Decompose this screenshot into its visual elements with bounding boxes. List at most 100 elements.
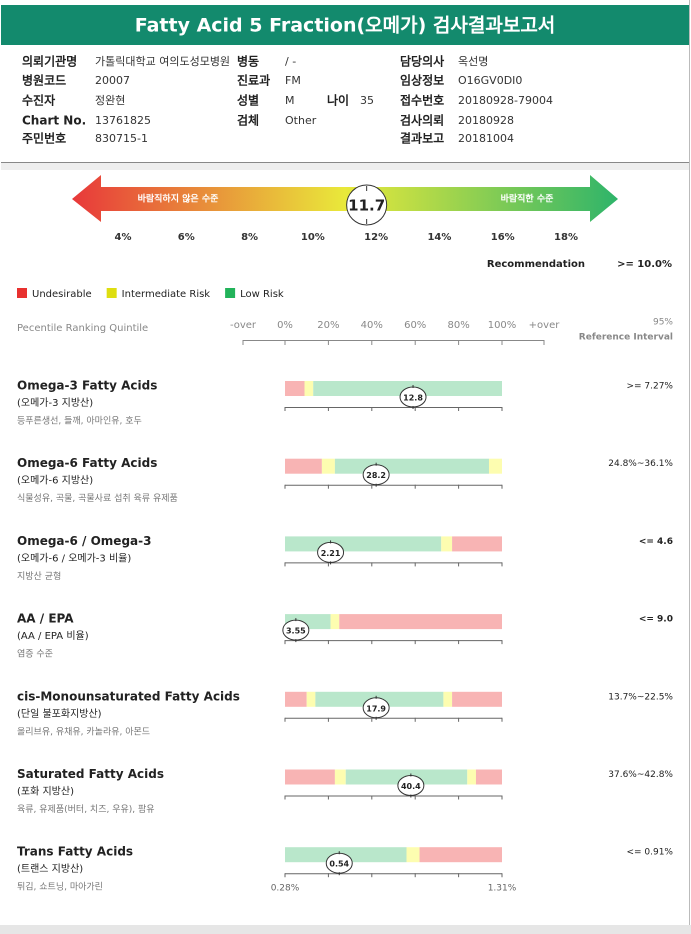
recommendation-value: >= 10.0%	[617, 259, 672, 270]
ranking-title: Pecentile Ranking Quintile	[17, 323, 148, 334]
range-segment	[452, 691, 502, 707]
row-name: Omega-3 Fatty Acids	[17, 379, 157, 393]
row-subtitle: (오메가-6 / 오메가-3 비율)	[17, 552, 131, 564]
gauge-tick-label: 14%	[427, 232, 451, 243]
info-label: 병동	[237, 54, 259, 69]
gauge-right-label: 바람직한 수준	[501, 193, 554, 205]
range-segment	[306, 691, 316, 707]
gauge-tick-label: 18%	[554, 232, 578, 243]
range-segment	[334, 769, 346, 785]
info-label: Chart No.	[22, 114, 86, 128]
info-value: 가톨릭대학교 여의도성모병원	[95, 55, 230, 68]
row-name: cis-Monounsaturated Fatty Acids	[17, 689, 240, 703]
report-title: Fatty Acid 5 Fraction(오메가) 검사결과보고서	[135, 15, 556, 37]
legend-label: Undesirable	[32, 289, 92, 300]
info-label: 임상정보	[400, 73, 444, 88]
range-segment	[475, 769, 502, 785]
value-label: 3.55	[286, 627, 306, 636]
row-subtitle: (트랜스 지방산)	[17, 863, 83, 875]
gauge-left-label: 바람직하지 않은 수준	[138, 193, 219, 205]
gauge-tick-label: 16%	[491, 232, 515, 243]
row-foods: 튀김, 쇼트닝, 마아가린	[17, 881, 103, 893]
info-value: 20180928	[458, 114, 514, 127]
info-label: 성별	[237, 93, 259, 108]
legend-label: Low Risk	[240, 289, 284, 300]
reference-interval: 37.6%~42.8%	[608, 770, 673, 780]
info-value: 20007	[95, 74, 130, 87]
under-label: -over	[230, 320, 257, 331]
range-segment	[443, 691, 453, 707]
info-label: 검체	[237, 113, 259, 128]
legend-swatch	[106, 288, 117, 298]
range-segment	[406, 847, 420, 863]
info-value: M	[285, 94, 295, 107]
gauge-value: 11.7	[348, 197, 385, 215]
info-value: Other	[285, 114, 317, 127]
over-label: +over	[529, 320, 561, 331]
row-foods: 등푸른생선, 들깨, 아마인유, 호두	[17, 415, 142, 427]
value-label: 17.9	[366, 704, 386, 713]
range-segment	[285, 536, 442, 552]
info-value: 20181004	[458, 132, 514, 145]
info-label: 나이	[327, 93, 349, 108]
reference-interval: <= 0.91%	[626, 848, 673, 858]
legend-swatch	[225, 288, 236, 298]
row-foods: 식물성유, 곡물, 곡물사료 섭취 육류 유제품	[17, 493, 178, 504]
range-segment	[285, 458, 322, 474]
range-segment	[441, 536, 453, 552]
range-segment	[285, 691, 307, 707]
range-segment	[488, 458, 502, 474]
value-label: 12.8	[403, 394, 423, 403]
info-label: 결과보고	[400, 131, 444, 146]
reference-header: Reference Interval	[579, 333, 673, 343]
info-label: 진료과	[237, 73, 270, 88]
info-value: FM	[285, 74, 301, 87]
range-segment	[304, 381, 314, 396]
row-name: AA / EPA	[17, 612, 74, 626]
info-value: 20180928-79004	[458, 94, 553, 107]
info-value: 830715-1	[95, 132, 148, 145]
header-bar	[1, 5, 689, 45]
reference-interval: >= 7.27%	[626, 382, 673, 392]
gauge-tick-label: 10%	[301, 232, 325, 243]
row-subtitle: (AA / EPA 비율)	[17, 630, 89, 642]
range-segment	[452, 536, 502, 552]
footer-bar	[0, 925, 691, 934]
info-value: / -	[285, 55, 296, 68]
ranking-tick-label: 100%	[488, 320, 517, 331]
info-divider	[1, 162, 689, 170]
gauge-arrow	[72, 175, 618, 222]
row-foods: 염증 수준	[17, 649, 53, 660]
info-label: 담당의사	[400, 54, 444, 69]
value-label: 28.2	[366, 471, 386, 480]
reference-interval: <= 9.0	[639, 615, 673, 625]
range-segment	[285, 381, 305, 396]
range-segment	[285, 769, 335, 785]
gauge-tick-label: 8%	[241, 232, 258, 243]
info-label: 접수번호	[400, 93, 444, 108]
info-value: 옥선명	[458, 55, 488, 68]
value-label: 2.21	[321, 549, 341, 558]
row-name: Omega-6 / Omega-3	[17, 534, 151, 548]
value-label: 0.54	[329, 860, 349, 869]
reference-interval: 13.7%~22.5%	[608, 692, 673, 702]
ranking-tick-label: 20%	[317, 320, 339, 331]
gauge-tick-label: 4%	[115, 232, 132, 243]
range-segment	[467, 769, 476, 785]
legend-label: Intermediate Risk	[122, 289, 211, 300]
reference-interval: <= 4.6	[639, 537, 673, 547]
info-label: 병원코드	[22, 73, 66, 88]
recommendation-label: Recommendation	[487, 259, 585, 270]
row-name: Trans Fatty Acids	[17, 845, 133, 859]
row-foods: 지방산 균형	[17, 571, 61, 582]
info-value: 정완현	[95, 94, 125, 107]
row-name: Omega-6 Fatty Acids	[17, 456, 157, 470]
info-label: 주민번호	[22, 131, 66, 146]
row-name: Saturated Fatty Acids	[17, 767, 164, 781]
info-value: 13761825	[95, 114, 151, 127]
info-label: 의뢰기관명	[22, 54, 77, 69]
legend-swatch	[17, 288, 27, 298]
range-segment	[339, 614, 502, 630]
